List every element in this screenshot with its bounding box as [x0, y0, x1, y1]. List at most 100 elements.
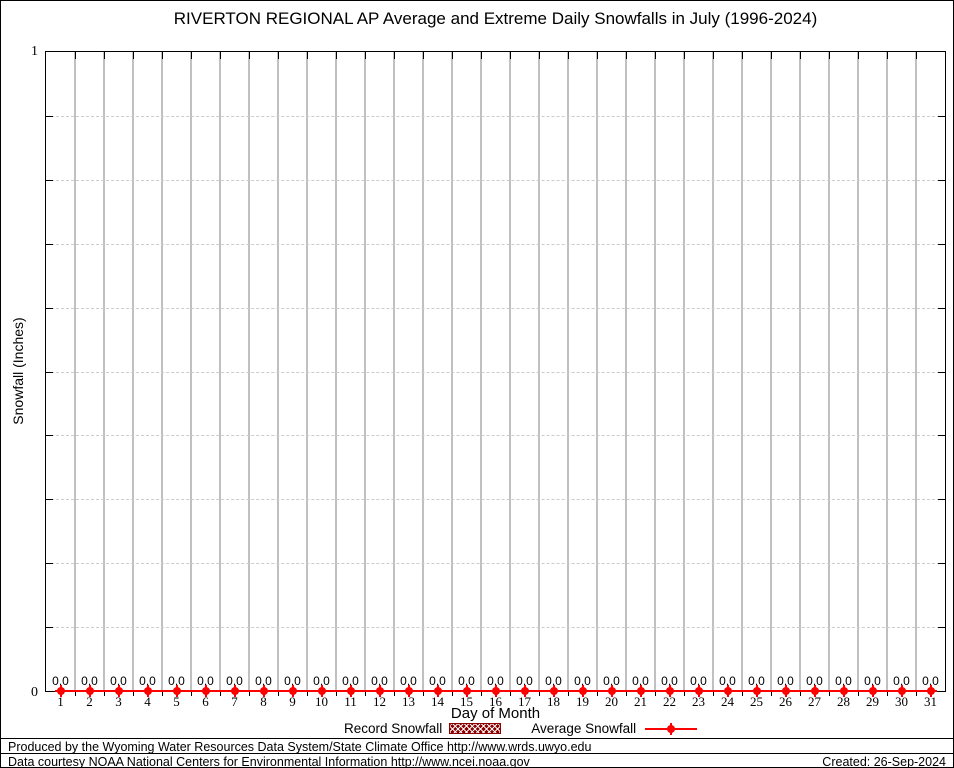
- average-snowfall-marker: [750, 685, 763, 697]
- average-snowfall-marker: [315, 685, 328, 697]
- horizontal-gridline: [46, 435, 945, 437]
- value-label: 0.0: [284, 674, 301, 688]
- bottom-axis-tick: [394, 691, 395, 696]
- bottom-axis-tick: [771, 691, 772, 696]
- top-axis-tick: [278, 52, 279, 59]
- top-axis-tick: [162, 52, 163, 59]
- top-axis-tick: [655, 52, 656, 59]
- top-axis-tick: [365, 52, 366, 59]
- bottom-axis-tick: [365, 691, 366, 696]
- top-axis-tick: [887, 52, 888, 59]
- x-tick-labels: 1 2 3 4 5 6 7 8 9 10 11 12 13 14 15 16 17 18 19 20 21 22 23 24 2…: [45, 694, 946, 709]
- bottom-axis-tick: [452, 691, 453, 696]
- x-tick-label: 5: [173, 694, 180, 709]
- top-axis-tick: [858, 52, 859, 59]
- x-tick-label: 25: [750, 694, 763, 709]
- value-label: 0.0: [777, 674, 794, 688]
- legend-line-marker-icon: [665, 722, 678, 735]
- legend: Record Snowfall Average Snowfall: [344, 720, 698, 737]
- value-label: 0.0: [52, 674, 69, 688]
- right-axis-tick: [938, 115, 945, 117]
- x-tick-label: 29: [866, 694, 879, 709]
- x-tick-label: 4: [144, 694, 151, 709]
- average-snowfall-marker: [431, 685, 444, 697]
- horizontal-gridline: [46, 563, 945, 565]
- x-tick-label: 12: [373, 694, 386, 709]
- x-tick-label: 9: [289, 694, 296, 709]
- left-axis-tick: [46, 627, 53, 629]
- bottom-axis-tick: [191, 691, 192, 696]
- average-snowfall-marker: [141, 685, 154, 697]
- top-axis-tick: [75, 52, 76, 59]
- value-label: 0.0: [922, 674, 939, 688]
- footer-divider-top: [1, 738, 953, 739]
- footer-courtesy-line: Data courtesy NOAA National Centers for …: [8, 755, 530, 768]
- value-label: 0.0: [313, 674, 330, 688]
- x-tick-label: 26: [779, 694, 792, 709]
- right-axis-tick: [938, 179, 945, 181]
- right-axis-tick: [938, 435, 945, 437]
- average-snowfall-marker: [547, 685, 560, 697]
- x-tick-label: 28: [837, 694, 850, 709]
- x-axis-title: Day of Month: [450, 705, 541, 722]
- horizontal-gridline: [46, 307, 945, 309]
- left-axis-tick: [46, 563, 53, 565]
- right-axis-tick: [938, 563, 945, 565]
- top-axis-tick: [539, 52, 540, 59]
- bottom-axis-tick: [539, 691, 540, 696]
- average-snowfall-marker: [257, 685, 270, 697]
- value-label: 0.0: [574, 674, 591, 688]
- horizontal-gridline: [46, 371, 945, 373]
- x-tick-label: 22: [663, 694, 676, 709]
- bottom-axis-tick: [800, 691, 801, 696]
- left-axis-tick: [46, 435, 53, 437]
- average-snowfall-marker: [228, 685, 241, 697]
- average-snowfall-marker: [721, 685, 734, 697]
- x-tick-label: 30: [895, 694, 908, 709]
- average-snowfall-marker: [460, 685, 473, 697]
- value-label: 0.0: [603, 674, 620, 688]
- bottom-axis-tick: [510, 691, 511, 696]
- average-snowfall-label: Average Snowfall: [531, 721, 637, 736]
- average-snowfall-marker: [54, 685, 67, 697]
- average-snowfall-marker: [402, 685, 415, 697]
- average-snowfall-marker: [692, 685, 705, 697]
- x-tick-label: 7: [231, 694, 238, 709]
- value-label: 0.0: [806, 674, 823, 688]
- x-tick-label: 19: [576, 694, 589, 709]
- x-tick-label: 16: [489, 694, 502, 709]
- bottom-axis-tick: [75, 691, 76, 696]
- x-tick-label: 10: [315, 694, 328, 709]
- average-snowfall-marker: [779, 685, 792, 697]
- top-axis-tick: [336, 52, 337, 59]
- value-label: 0.0: [545, 674, 562, 688]
- bottom-axis-tick: [684, 691, 685, 696]
- x-tick-label: 8: [260, 694, 267, 709]
- bottom-axis-tick: [626, 691, 627, 696]
- x-tick-label: 31: [924, 694, 937, 709]
- bottom-axis-tick: [713, 691, 714, 696]
- footer-divider-bottom: [1, 753, 953, 754]
- top-axis-tick: [307, 52, 308, 59]
- value-label: 0.0: [342, 674, 359, 688]
- left-axis-tick: [46, 243, 53, 245]
- value-label: 0.0: [864, 674, 881, 688]
- value-label: 0.0: [168, 674, 185, 688]
- x-tick-label: 20: [605, 694, 618, 709]
- x-tick-label: 2: [86, 694, 93, 709]
- value-label: 0.0: [835, 674, 852, 688]
- top-axis-tick: [249, 52, 250, 59]
- record-snowfall-swatch: [449, 723, 502, 734]
- created-date: Created: 26-Sep-2024: [822, 755, 946, 768]
- bottom-axis-tick: [481, 691, 482, 696]
- y-axis-min-label: 0: [31, 685, 38, 700]
- x-tick-label: 17: [518, 694, 531, 709]
- bottom-axis-tick: [162, 691, 163, 696]
- top-axis-tick: [713, 52, 714, 59]
- average-snowfall-marker: [83, 685, 96, 697]
- x-tick-label: 14: [431, 694, 444, 709]
- top-axis-tick: [771, 52, 772, 59]
- y-axis-title: Snowfall (Inches): [10, 317, 26, 425]
- left-axis-tick: [46, 179, 53, 181]
- value-label: 0.0: [719, 674, 736, 688]
